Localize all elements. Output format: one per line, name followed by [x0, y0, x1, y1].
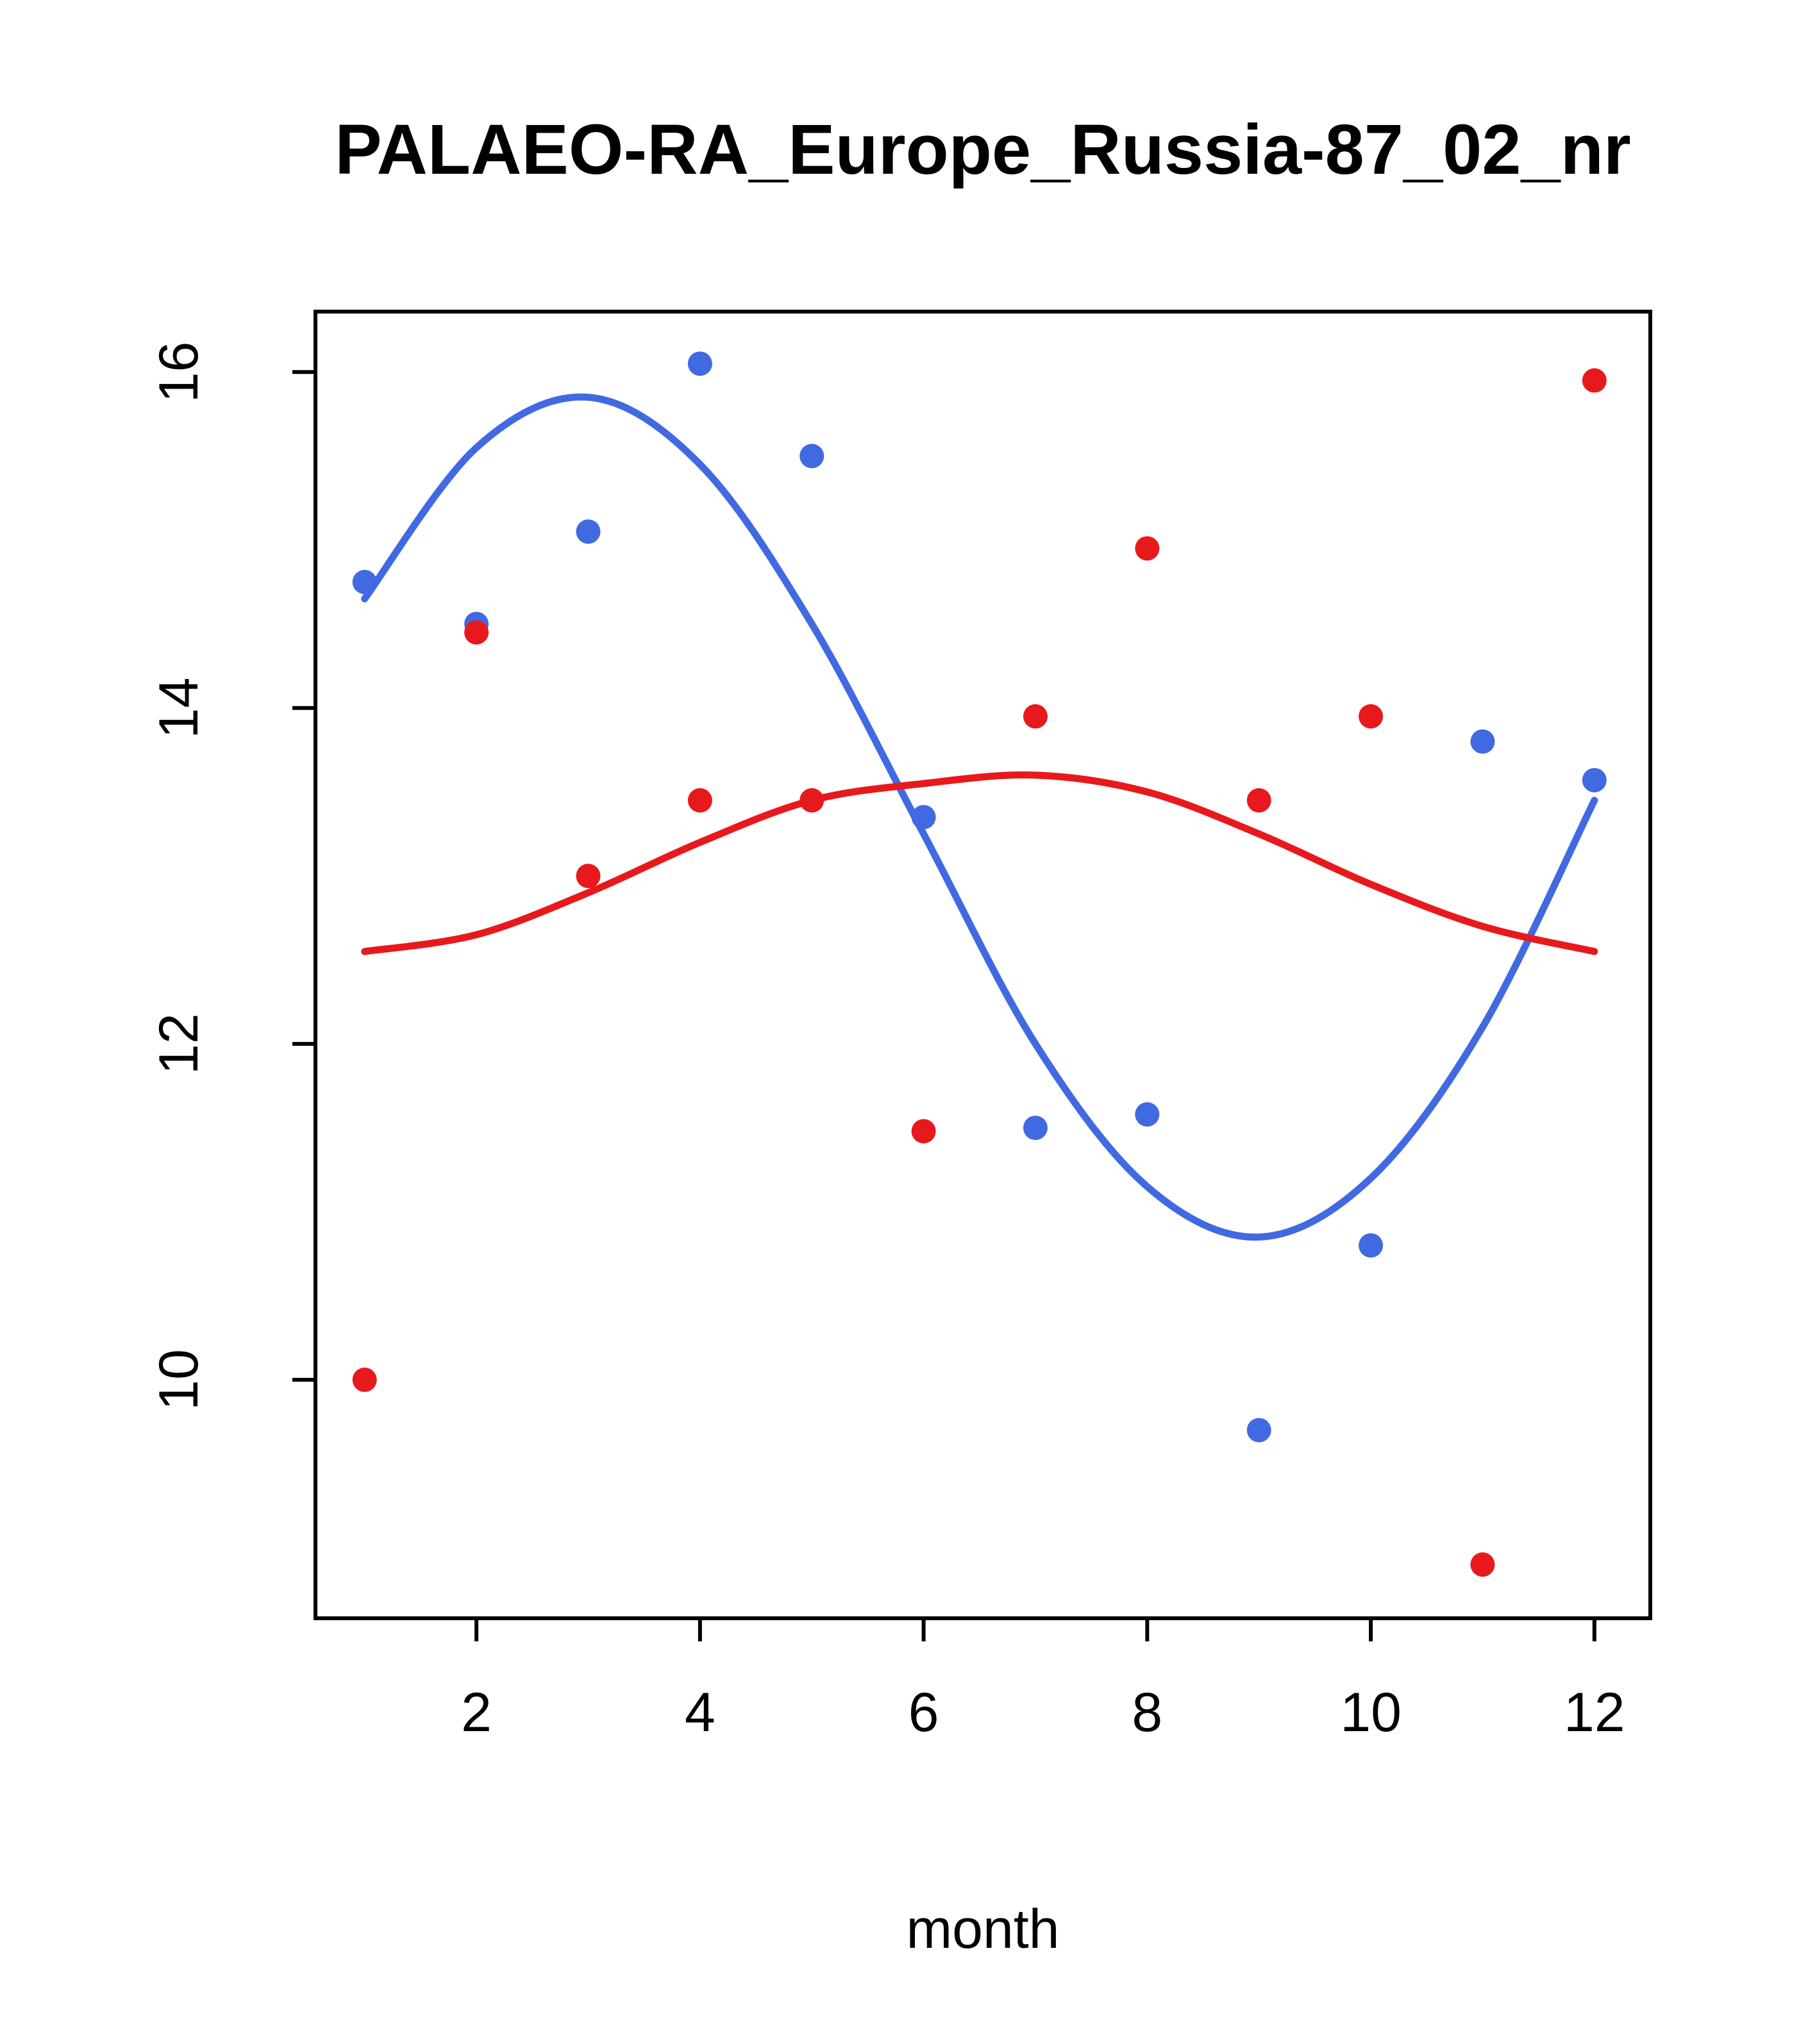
red-point	[911, 1119, 936, 1144]
red-point	[1246, 788, 1271, 813]
x-axis-label: month	[906, 1898, 1060, 1960]
x-tick-label: 12	[1564, 1682, 1625, 1743]
red-point	[352, 1368, 377, 1393]
red-point	[1470, 1552, 1495, 1577]
y-tick-label: 10	[148, 1349, 210, 1411]
blue-smooth-line	[361, 393, 1598, 1241]
x-tick-label: 8	[1132, 1682, 1162, 1743]
y-tick-label: 16	[148, 341, 210, 403]
y-tick-label: 12	[148, 1013, 210, 1075]
blue-point	[1023, 1116, 1048, 1141]
red-point	[1023, 704, 1048, 729]
x-tick-label: 4	[685, 1682, 716, 1743]
red-point	[1359, 704, 1384, 729]
red-point	[464, 620, 489, 645]
red-point	[1582, 368, 1607, 393]
y-tick-label: 14	[148, 677, 210, 739]
blue-point	[1470, 729, 1495, 754]
red-point	[800, 788, 825, 813]
x-tick-label: 2	[461, 1682, 492, 1743]
x-tick-label: 6	[908, 1682, 939, 1743]
blue-point	[800, 444, 825, 469]
red-smooth-line	[361, 771, 1598, 955]
blue-point	[911, 805, 936, 830]
blue-point	[576, 519, 601, 544]
blue-point	[1582, 767, 1607, 792]
red-point	[576, 864, 601, 889]
red-point	[1135, 536, 1160, 561]
plot-border	[314, 310, 1652, 1620]
blue-point	[352, 569, 377, 594]
blue-point	[687, 351, 712, 376]
blue-point	[1135, 1102, 1160, 1127]
chart-title: PALAEO-RA_Europe_Russia-87_02_nr	[335, 110, 1631, 189]
blue-point	[1359, 1233, 1384, 1258]
red-point	[687, 788, 712, 813]
x-tick-label: 10	[1340, 1682, 1402, 1743]
blue-point	[1246, 1418, 1271, 1443]
